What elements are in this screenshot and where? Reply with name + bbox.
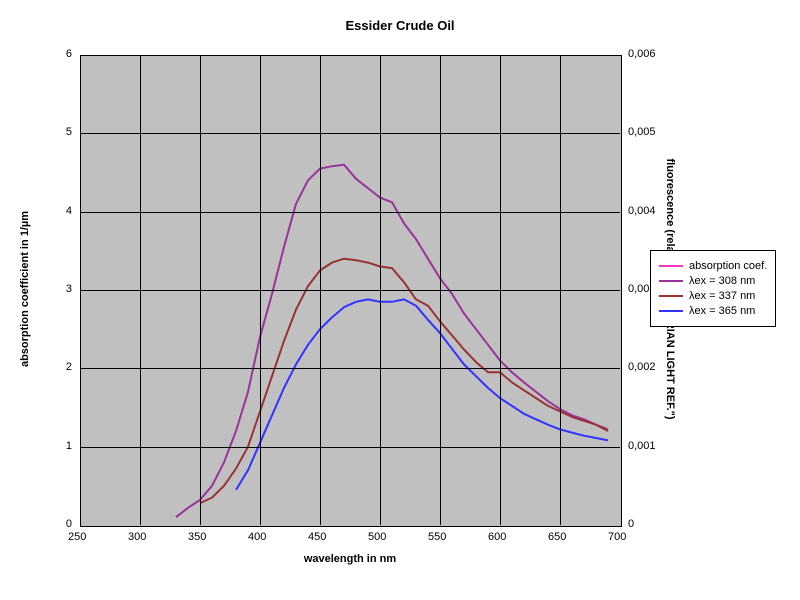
x-tick-label: 300 [128, 531, 146, 543]
x-tick-label: 250 [68, 531, 86, 543]
legend-label: λex = 337 nm [689, 290, 755, 302]
y-axis-left-label: absorption coefficient in 1/µm [19, 189, 31, 389]
y-right-tick-label: 0,005 [628, 126, 656, 138]
legend-label: absorption coef. [689, 260, 767, 272]
legend-item: λex = 308 nm [659, 275, 767, 287]
y-right-tick-label: 0,001 [628, 440, 656, 452]
x-tick-label: 700 [608, 531, 626, 543]
series-line [236, 299, 608, 489]
grid-line-horizontal [80, 447, 620, 448]
y-left-tick-label: 2 [66, 361, 72, 373]
y-left-tick-label: 6 [66, 48, 72, 60]
chart-legend: absorption coef. λex = 308 nm λex = 337 nm… [650, 250, 776, 327]
y-right-tick-label: 0,002 [628, 361, 656, 373]
legend-item: absorption coef. [659, 260, 767, 272]
series-line [176, 165, 608, 518]
y-left-tick-label: 1 [66, 440, 72, 452]
y-right-tick-label: 0,006 [628, 48, 656, 60]
y-right-tick-label: 0 [628, 518, 634, 530]
legend-label: λex = 308 nm [689, 275, 755, 287]
legend-swatch [659, 280, 683, 282]
legend-swatch [659, 310, 683, 312]
chart-container: Essider Crude Oil 2503003504004505005506… [0, 0, 800, 600]
legend-swatch [659, 295, 683, 297]
x-tick-label: 400 [248, 531, 266, 543]
x-tick-label: 350 [188, 531, 206, 543]
legend-item: λex = 337 nm [659, 290, 767, 302]
x-axis-label: wavelength in nm [250, 553, 450, 565]
y-left-tick-label: 5 [66, 126, 72, 138]
legend-item: λex = 365 nm [659, 305, 767, 317]
grid-line-horizontal [80, 133, 620, 134]
series-line [200, 259, 608, 503]
grid-line-horizontal [80, 212, 620, 213]
x-tick-label: 450 [308, 531, 326, 543]
y-left-tick-label: 4 [66, 205, 72, 217]
x-tick-label: 600 [488, 531, 506, 543]
legend-label: λex = 365 nm [689, 305, 755, 317]
x-tick-label: 550 [428, 531, 446, 543]
legend-swatch [659, 265, 683, 267]
grid-line-horizontal [80, 368, 620, 369]
x-tick-label: 500 [368, 531, 386, 543]
y-left-tick-label: 0 [66, 518, 72, 530]
x-tick-label: 650 [548, 531, 566, 543]
y-right-tick-label: 0,004 [628, 205, 656, 217]
grid-line-horizontal [80, 290, 620, 291]
y-left-tick-label: 3 [66, 283, 72, 295]
